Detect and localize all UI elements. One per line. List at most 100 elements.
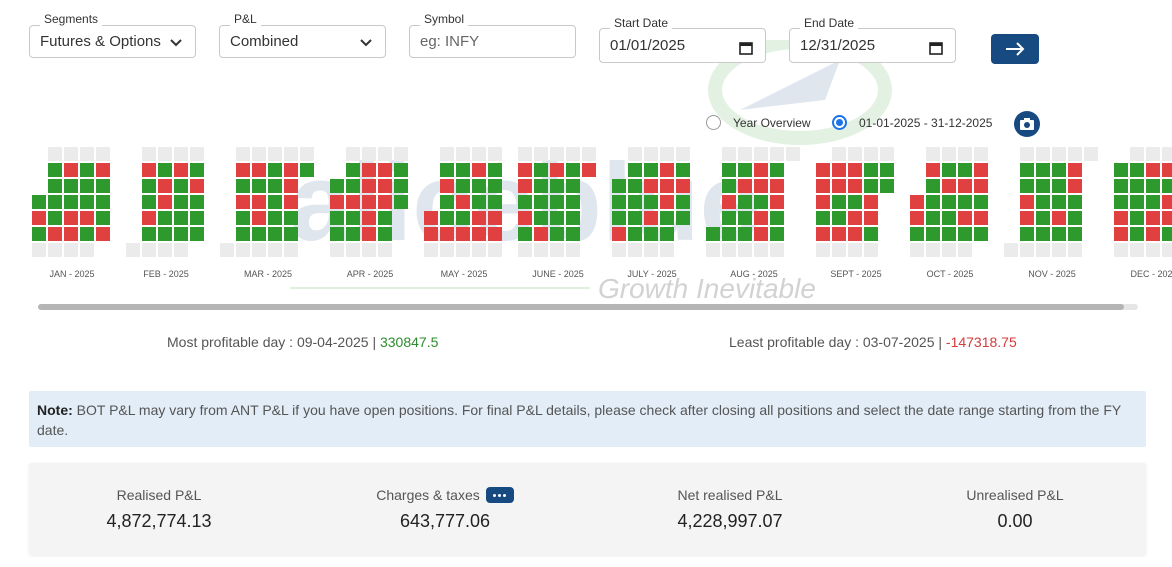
end-date-input[interactable]: 12/31/2025 — [789, 28, 956, 63]
heatmap-day-cell[interactable] — [268, 211, 282, 225]
heatmap-day-cell[interactable] — [942, 243, 956, 257]
heatmap-day-cell[interactable] — [472, 179, 486, 193]
heatmap-day-cell[interactable] — [142, 227, 156, 241]
heatmap-day-cell[interactable] — [96, 211, 110, 225]
heatmap-day-cell[interactable] — [488, 243, 502, 257]
heatmap-day-cell[interactable] — [534, 243, 548, 257]
heatmap-day-cell[interactable] — [1130, 211, 1144, 225]
heatmap-day-cell[interactable] — [440, 195, 454, 209]
heatmap-day-cell[interactable] — [534, 195, 548, 209]
heatmap-day-cell[interactable] — [628, 243, 642, 257]
heatmap-day-cell[interactable] — [518, 163, 532, 177]
heatmap-day-cell[interactable] — [848, 179, 862, 193]
heatmap-day-cell[interactable] — [174, 147, 188, 161]
heatmap-day-cell[interactable] — [190, 179, 204, 193]
heatmap-day-cell[interactable] — [174, 243, 188, 257]
heatmap-day-cell[interactable] — [32, 211, 46, 225]
heatmap-day-cell[interactable] — [284, 211, 298, 225]
heatmap-day-cell[interactable] — [378, 195, 392, 209]
heatmap-day-cell[interactable] — [926, 211, 940, 225]
heatmap-day-cell[interactable] — [440, 147, 454, 161]
heatmap-day-cell[interactable] — [158, 243, 172, 257]
heatmap-day-cell[interactable] — [1052, 227, 1066, 241]
heatmap-day-cell[interactable] — [158, 147, 172, 161]
heatmap-day-cell[interactable] — [284, 147, 298, 161]
heatmap-day-cell[interactable] — [488, 195, 502, 209]
heatmap-day-cell[interactable] — [1020, 179, 1034, 193]
heatmap-day-cell[interactable] — [1130, 227, 1144, 241]
heatmap-day-cell[interactable] — [738, 147, 752, 161]
heatmap-day-cell[interactable] — [472, 227, 486, 241]
heatmap-day-cell[interactable] — [1020, 163, 1034, 177]
heatmap-day-cell[interactable] — [754, 179, 768, 193]
heatmap-day-cell[interactable] — [236, 163, 250, 177]
heatmap-day-cell[interactable] — [676, 195, 690, 209]
heatmap-day-cell[interactable] — [456, 147, 470, 161]
heatmap-day-cell[interactable] — [284, 227, 298, 241]
heatmap-day-cell[interactable] — [518, 211, 532, 225]
heatmap-day-cell[interactable] — [268, 179, 282, 193]
heatmap-day-cell[interactable] — [770, 195, 784, 209]
heatmap-day-cell[interactable] — [346, 243, 360, 257]
heatmap-day-cell[interactable] — [64, 243, 78, 257]
heatmap-day-cell[interactable] — [268, 243, 282, 257]
heatmap-day-cell[interactable] — [864, 163, 878, 177]
heatmap-day-cell[interactable] — [1052, 147, 1066, 161]
heatmap-day-cell[interactable] — [1084, 147, 1098, 161]
heatmap-day-cell[interactable] — [158, 163, 172, 177]
heatmap-day-cell[interactable] — [1114, 227, 1128, 241]
heatmap-day-cell[interactable] — [566, 227, 580, 241]
heatmap-day-cell[interactable] — [1162, 227, 1172, 241]
heatmap-day-cell[interactable] — [1020, 147, 1034, 161]
heatmap-day-cell[interactable] — [456, 211, 470, 225]
heatmap-day-cell[interactable] — [284, 163, 298, 177]
heatmap-day-cell[interactable] — [472, 195, 486, 209]
heatmap-day-cell[interactable] — [926, 163, 940, 177]
heatmap-day-cell[interactable] — [566, 195, 580, 209]
heatmap-day-cell[interactable] — [770, 227, 784, 241]
heatmap-day-cell[interactable] — [252, 179, 266, 193]
heatmap-day-cell[interactable] — [346, 163, 360, 177]
heatmap-day-cell[interactable] — [566, 163, 580, 177]
heatmap-day-cell[interactable] — [722, 195, 736, 209]
heatmap-day-cell[interactable] — [974, 195, 988, 209]
heatmap-day-cell[interactable] — [142, 163, 156, 177]
heatmap-day-cell[interactable] — [362, 179, 376, 193]
heatmap-day-cell[interactable] — [518, 179, 532, 193]
heatmap-day-cell[interactable] — [1036, 211, 1050, 225]
heatmap-day-cell[interactable] — [1020, 243, 1034, 257]
heatmap-day-cell[interactable] — [142, 195, 156, 209]
heatmap-day-cell[interactable] — [722, 179, 736, 193]
heatmap-day-cell[interactable] — [660, 243, 674, 257]
heatmap-day-cell[interactable] — [566, 179, 580, 193]
heatmap-day-cell[interactable] — [628, 227, 642, 241]
heatmap-day-cell[interactable] — [236, 227, 250, 241]
heatmap-day-cell[interactable] — [378, 163, 392, 177]
heatmap-day-cell[interactable] — [738, 195, 752, 209]
heatmap-day-cell[interactable] — [472, 147, 486, 161]
heatmap-day-cell[interactable] — [48, 179, 62, 193]
heatmap-day-cell[interactable] — [32, 243, 46, 257]
heatmap-day-cell[interactable] — [1114, 179, 1128, 193]
heatmap-day-cell[interactable] — [174, 195, 188, 209]
heatmap-day-cell[interactable] — [1162, 195, 1172, 209]
heatmap-day-cell[interactable] — [706, 227, 720, 241]
heatmap-day-cell[interactable] — [550, 195, 564, 209]
heatmap-day-cell[interactable] — [644, 227, 658, 241]
heatmap-day-cell[interactable] — [174, 179, 188, 193]
heatmap-day-cell[interactable] — [628, 147, 642, 161]
heatmap-day-cell[interactable] — [770, 211, 784, 225]
heatmap-day-cell[interactable] — [346, 147, 360, 161]
heatmap-day-cell[interactable] — [864, 179, 878, 193]
heatmap-day-cell[interactable] — [80, 195, 94, 209]
heatmap-day-cell[interactable] — [864, 147, 878, 161]
heatmap-day-cell[interactable] — [1114, 211, 1128, 225]
heatmap-day-cell[interactable] — [942, 195, 956, 209]
heatmap-day-cell[interactable] — [942, 163, 956, 177]
heatmap-day-cell[interactable] — [440, 243, 454, 257]
heatmap-day-cell[interactable] — [158, 195, 172, 209]
heatmap-day-cell[interactable] — [786, 147, 800, 161]
heatmap-day-cell[interactable] — [300, 163, 314, 177]
heatmap-day-cell[interactable] — [738, 179, 752, 193]
heatmap-day-cell[interactable] — [236, 195, 250, 209]
